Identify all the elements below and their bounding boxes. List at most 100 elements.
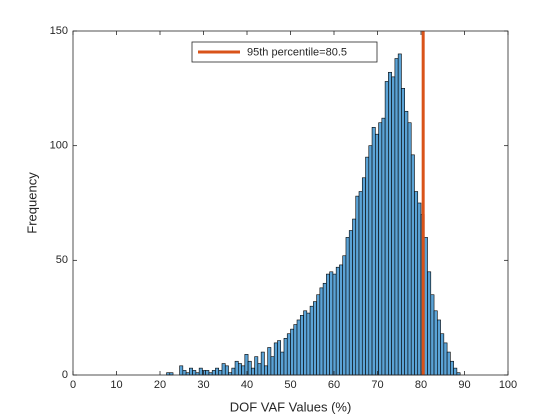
bar bbox=[388, 71, 392, 376]
x-tick-label: 10 bbox=[110, 379, 122, 391]
bar bbox=[319, 287, 324, 376]
bar bbox=[273, 342, 278, 376]
bar bbox=[211, 370, 216, 376]
bar bbox=[446, 351, 451, 376]
bar bbox=[453, 367, 458, 376]
bar bbox=[329, 271, 334, 376]
y-tick-label: 150 bbox=[50, 25, 68, 37]
bar bbox=[381, 117, 386, 376]
bar bbox=[306, 312, 311, 376]
bar bbox=[407, 122, 412, 376]
bar bbox=[358, 191, 363, 376]
x-tick-label: 50 bbox=[284, 379, 296, 391]
bar bbox=[234, 360, 239, 376]
bar bbox=[198, 367, 203, 376]
bar bbox=[244, 354, 249, 376]
bar bbox=[345, 237, 350, 376]
x-axis-label: DOF VAF Values (%) bbox=[230, 399, 352, 414]
y-tick-label: 0 bbox=[62, 369, 68, 381]
bar bbox=[270, 356, 275, 376]
bar bbox=[443, 342, 448, 376]
bar bbox=[410, 154, 415, 376]
y-tick-label: 50 bbox=[56, 254, 68, 266]
x-tick-label: 70 bbox=[371, 379, 383, 391]
bar bbox=[375, 133, 379, 376]
bar bbox=[313, 301, 317, 376]
bar bbox=[215, 367, 220, 376]
legend-label: 95th percentile=80.5 bbox=[247, 46, 347, 58]
bar bbox=[414, 191, 419, 376]
bar bbox=[430, 294, 435, 376]
bar bbox=[179, 365, 184, 376]
bar bbox=[296, 319, 301, 376]
bar bbox=[342, 255, 347, 376]
x-tick-label: 20 bbox=[154, 379, 166, 391]
bar bbox=[322, 282, 327, 376]
x-tick-label: 100 bbox=[499, 379, 517, 391]
x-tick-label: 90 bbox=[458, 379, 470, 391]
bar bbox=[384, 81, 389, 376]
x-tick-label: 0 bbox=[70, 379, 76, 391]
bar bbox=[290, 328, 295, 376]
y-tick-label: 100 bbox=[50, 140, 68, 152]
bar bbox=[355, 195, 360, 376]
bar bbox=[437, 319, 441, 376]
bar bbox=[224, 365, 229, 376]
bar bbox=[397, 53, 402, 376]
bar bbox=[192, 370, 197, 376]
bar bbox=[231, 367, 236, 376]
x-tick-label: 40 bbox=[241, 379, 253, 391]
bar bbox=[394, 58, 399, 376]
x-tick-label: 30 bbox=[197, 379, 209, 391]
legend-box bbox=[191, 41, 378, 63]
bar bbox=[401, 88, 405, 376]
bar bbox=[368, 145, 373, 376]
bar bbox=[267, 347, 272, 376]
bar bbox=[247, 360, 252, 376]
bar bbox=[339, 264, 343, 376]
bar bbox=[326, 273, 330, 376]
bar bbox=[251, 367, 255, 376]
bar bbox=[283, 338, 288, 376]
bar bbox=[280, 351, 285, 376]
bar bbox=[189, 367, 193, 376]
bar bbox=[365, 156, 370, 376]
bar bbox=[238, 363, 242, 376]
bar bbox=[352, 218, 357, 376]
bar bbox=[335, 266, 340, 376]
bar bbox=[205, 370, 210, 376]
bar bbox=[293, 324, 298, 376]
bar bbox=[450, 360, 454, 376]
x-tick-label: 80 bbox=[415, 379, 427, 391]
bar bbox=[202, 370, 206, 376]
bar bbox=[264, 365, 268, 376]
x-tick-label: 60 bbox=[328, 379, 340, 391]
bar bbox=[316, 294, 321, 376]
bar bbox=[404, 110, 409, 376]
bar bbox=[277, 340, 282, 376]
bar bbox=[371, 127, 376, 376]
y-axis-label: Frequency bbox=[24, 172, 39, 234]
bar bbox=[257, 363, 262, 376]
bar bbox=[260, 351, 265, 376]
bar bbox=[299, 315, 304, 376]
bar bbox=[332, 273, 337, 376]
bar bbox=[218, 370, 223, 376]
bar bbox=[241, 365, 246, 376]
bar bbox=[427, 271, 432, 376]
bar bbox=[440, 333, 445, 376]
bar bbox=[378, 122, 383, 376]
bar bbox=[286, 333, 291, 376]
bar bbox=[254, 356, 259, 376]
bar bbox=[303, 310, 308, 376]
bar bbox=[361, 177, 366, 376]
bar bbox=[417, 202, 422, 376]
bar bbox=[423, 237, 428, 376]
bar bbox=[309, 305, 314, 376]
bar bbox=[391, 76, 396, 376]
bar bbox=[182, 370, 187, 376]
bar bbox=[348, 230, 353, 376]
bar bbox=[221, 363, 226, 376]
bar bbox=[433, 310, 438, 376]
